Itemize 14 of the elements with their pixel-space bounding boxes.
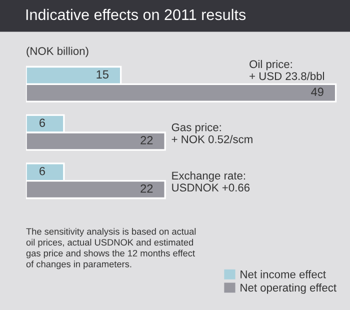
text: The sensitivity analysis is based on actual oil prices, actual USDNOK and estimated gas price and shows the 12 months effect of changes in parameters. xyxy=(26,228,196,270)
data-label: 22 xyxy=(140,184,153,193)
y-axis-title: (NOK billion) xyxy=(26,46,88,58)
y-tick-label: Oil price: + USD 23.8/bbl xyxy=(250,60,324,80)
data-label: 49 xyxy=(311,88,324,96)
data-label: 22 xyxy=(140,136,153,144)
legend-label: Net operating effect xyxy=(240,283,336,294)
y-tick-label: Exchange rate: USDNOK +0.66 xyxy=(172,171,250,192)
data-label: 6 xyxy=(40,166,45,176)
legend-label: Net income effect xyxy=(240,270,326,278)
y-tick-label: Gas price: + NOK 0.52/scm xyxy=(172,123,252,144)
data-label: 6 xyxy=(40,118,45,127)
data-label: 15 xyxy=(96,70,108,79)
chart-title: Indicative effects on 2011 results xyxy=(26,8,246,20)
